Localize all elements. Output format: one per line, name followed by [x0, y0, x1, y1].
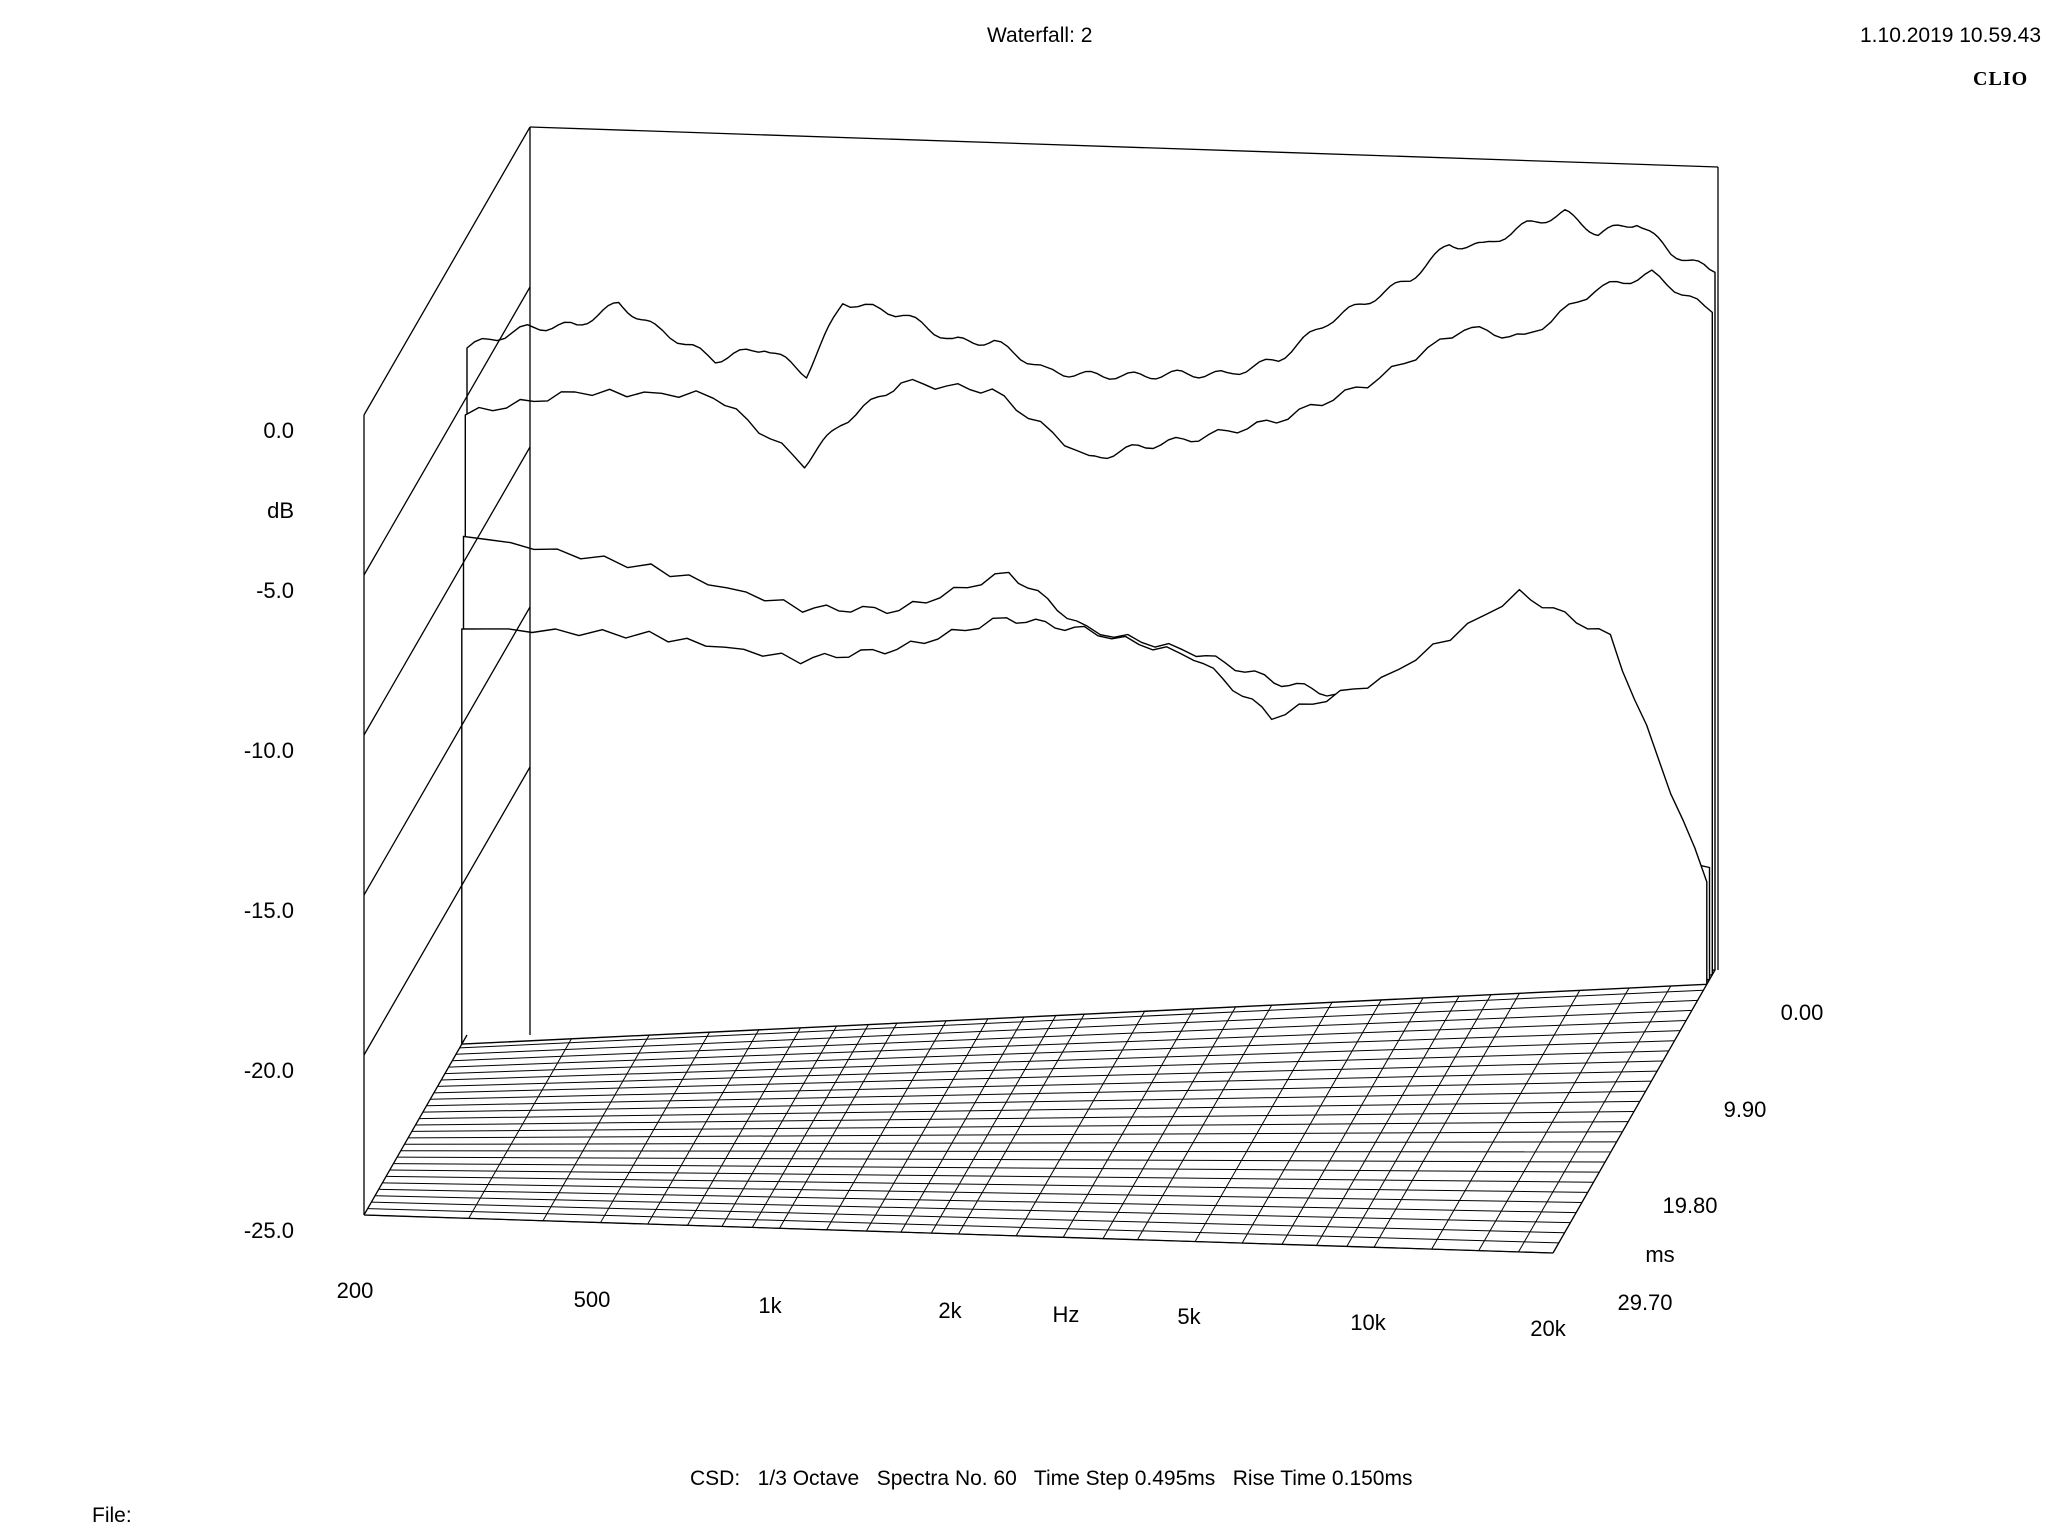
file-label: File: — [92, 1504, 132, 1527]
db-tick-label: -25.0 — [244, 1218, 294, 1243]
floor-freq-line — [687, 1017, 807, 1226]
floor-freq-line — [1431, 976, 1589, 1250]
floor-freq-line — [930, 1003, 1063, 1234]
time-tick-label: 9.90 — [1724, 1097, 1767, 1122]
floor-freq-line — [1281, 984, 1431, 1245]
axis-line — [363, 126, 531, 416]
floor-freq-line — [1062, 996, 1202, 1238]
time-tick-label: 19.80 — [1662, 1193, 1717, 1218]
db-tick-label: -15.0 — [244, 898, 294, 923]
axis-line — [529, 126, 1719, 168]
floor-freq-line — [1518, 971, 1680, 1253]
clio-logo: CLIO — [1973, 68, 2029, 90]
floor-freq-line — [865, 1007, 995, 1232]
measurement-info: CSD: 1/3 Octave Spectra No. 60 Time Step… — [690, 1467, 1413, 1490]
floor-freq-line — [900, 1005, 1031, 1233]
floor-freq-line — [751, 1013, 876, 1228]
plot-axes — [363, 126, 1719, 1254]
axis-line — [363, 1034, 468, 1216]
db-axis-label: dB — [267, 498, 294, 523]
freq-tick-label: 200 — [337, 1278, 374, 1303]
floor-freq-line — [779, 1012, 904, 1229]
floor-freq-line — [1241, 986, 1390, 1244]
spectrum-curve — [461, 588, 1708, 1045]
floor-freq-line — [958, 1002, 1092, 1235]
freq-tick-label: 2k — [938, 1298, 962, 1323]
freq-tick-label: 10k — [1350, 1310, 1386, 1335]
time-tick-label: 29.70 — [1617, 1290, 1672, 1315]
db-tick-label: -10.0 — [244, 738, 294, 763]
axis-labels: 0.0 -5.0 -10.0 -15.0 -20.0 -25.0 dB 200 500 1k 2k 5… — [244, 418, 1824, 1341]
freq-tick-label: 5k — [1177, 1304, 1201, 1329]
db-tick-label: -5.0 — [256, 578, 294, 603]
time-axis-label: ms — [1645, 1242, 1674, 1267]
db-gridline — [363, 606, 531, 896]
freq-tick-label: 1k — [758, 1293, 782, 1318]
time-tick-label: 0.00 — [1781, 1000, 1824, 1025]
floor-freq-line — [826, 1009, 954, 1231]
chart-title: Waterfall: 2 — [987, 24, 1093, 47]
floor-freq-line — [1015, 999, 1152, 1237]
floor-freq-line — [542, 1024, 656, 1221]
floor-freq-line — [1137, 992, 1280, 1240]
db-gridline — [363, 286, 531, 576]
db-gridline — [363, 766, 531, 1056]
floor-freq-line — [1373, 979, 1528, 1248]
timestamp: 1.10.2019 10.59.43 — [1860, 24, 2042, 47]
db-tick-label: -20.0 — [244, 1058, 294, 1083]
freq-tick-label: 500 — [574, 1287, 611, 1312]
axis-line — [1552, 969, 1716, 1254]
freq-axis-label: Hz — [1053, 1302, 1080, 1327]
floor-freq-line — [1315, 982, 1468, 1246]
db-tick-label: 0.0 — [263, 418, 294, 443]
floor-freq-line — [721, 1015, 844, 1227]
db-gridline — [363, 446, 531, 736]
floor-freq-line — [1102, 994, 1244, 1239]
spectra-curves — [461, 209, 1716, 1045]
freq-tick-label: 20k — [1530, 1316, 1566, 1341]
floor-freq-line — [468, 1029, 578, 1219]
axis-line — [363, 1214, 1554, 1254]
floor-freq-line — [600, 1021, 716, 1223]
floor-freq-line — [1194, 989, 1340, 1242]
floor-freq-line — [1346, 981, 1500, 1247]
floor-freq-line — [647, 1019, 766, 1225]
floor-freq-line — [1478, 973, 1638, 1251]
